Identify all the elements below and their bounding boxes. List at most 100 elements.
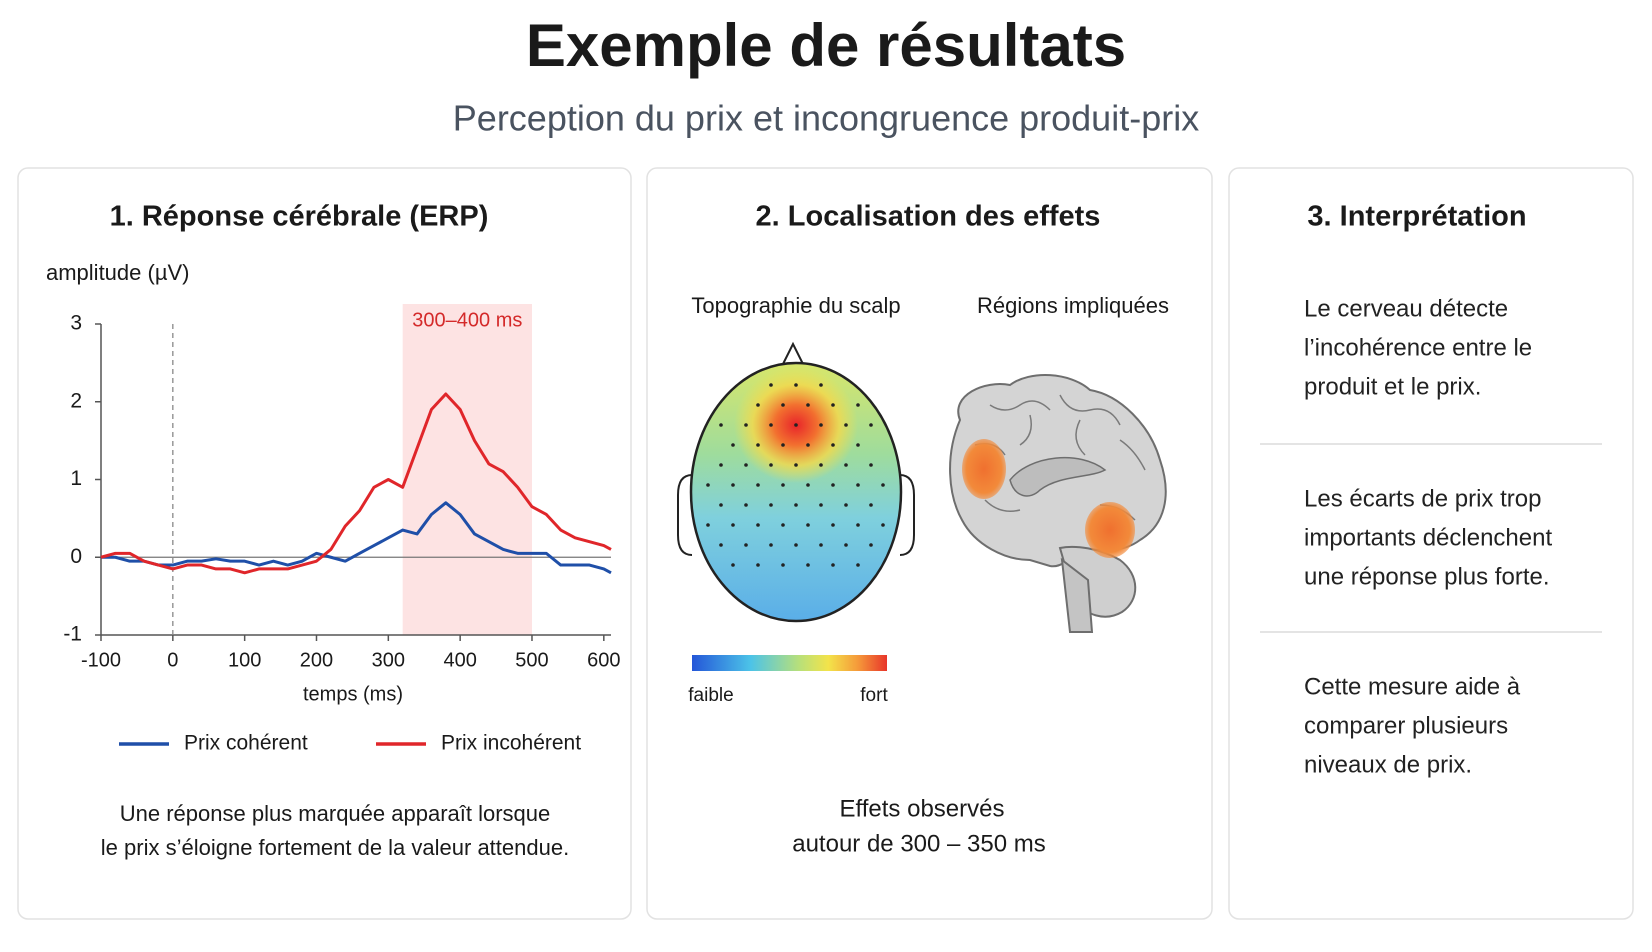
electrode [794,383,798,387]
electrode [769,463,773,467]
electrode [756,483,760,487]
y-tick-label: -1 [63,623,82,646]
color-scale [692,655,887,671]
electrode [769,503,773,507]
brain-illustration [949,374,1167,633]
interpretation-line: Les écarts de prix trop [1304,485,1541,512]
electrode [731,563,735,567]
electrode [756,523,760,527]
regions-label: Régions impliquées [977,293,1169,318]
highlight-label: 300–400 ms [412,309,522,331]
electrode [781,443,785,447]
legend-label: Prix incohérent [441,732,581,755]
electrode [819,503,823,507]
electrode [881,483,885,487]
electrode [719,463,723,467]
panel-title: 1. Réponse cérébrale (ERP) [110,201,489,233]
electrode [856,523,860,527]
electrode [769,543,773,547]
electrode [869,463,873,467]
x-tick-label: 200 [300,649,333,671]
electrode [869,423,873,427]
y-tick-label: 0 [70,545,82,568]
electrode [731,443,735,447]
electrode [819,463,823,467]
electrode [706,483,710,487]
electrode [831,523,835,527]
caption-line: le prix s’éloigne fortement de la valeur… [101,835,569,860]
electrode [806,443,810,447]
topo-label: Topographie du scalp [691,293,900,318]
electrode [881,523,885,527]
electrode [844,543,848,547]
panel-title: 2. Localisation des effets [756,201,1101,233]
electrode [856,563,860,567]
interpretation-line: une réponse plus forte. [1304,563,1550,590]
x-tick-label: 400 [443,649,476,671]
series-line [100,392,612,575]
x-tick-label: -100 [81,649,121,671]
scale-label: fort [860,685,888,706]
caption-line: Effets observés [840,795,1005,822]
electrode [731,483,735,487]
y-axis-label: amplitude (µV) [46,260,190,285]
electrode [756,443,760,447]
electrode [719,423,723,427]
electrode [819,383,823,387]
interpretation-line: importants déclenchent [1304,524,1552,551]
interpretation-line: niveaux de prix. [1304,751,1472,778]
electrode [831,563,835,567]
electrode [794,463,798,467]
electrode [856,483,860,487]
electrode [719,503,723,507]
x-axis-label: temps (ms) [303,683,403,705]
y-tick-label: 2 [70,389,82,412]
electrode [844,423,848,427]
interpretation-line: produit et le prix. [1304,373,1481,400]
electrode [831,483,835,487]
page-subtitle: Perception du prix et incongruence produ… [453,98,1199,139]
series-line [101,501,612,575]
y-tick-label: 3 [70,312,82,335]
electrode [819,423,823,427]
electrode [781,563,785,567]
electrode [831,443,835,447]
x-tick-label: 300 [372,649,405,671]
electrode [744,423,748,427]
interpretation-line: Le cerveau détecte [1304,295,1508,322]
interpretation-line: l’incohérence entre le [1304,334,1532,361]
electrode [806,483,810,487]
electrode [794,503,798,507]
panel-title: 3. Interprétation [1307,201,1526,233]
caption-line: autour de 300 – 350 ms [792,830,1046,857]
electrode [869,503,873,507]
interpretation-line: comparer plusieurs [1304,712,1508,739]
electrode [856,403,860,407]
electrode [806,403,810,407]
x-tick-label: 100 [228,649,261,671]
legend-label: Prix cohérent [184,732,308,755]
electrode [831,403,835,407]
electrode [781,403,785,407]
electrode [719,543,723,547]
scale-label: faible [688,685,733,706]
caption-line: Une réponse plus marquée apparaît lorsqu… [120,801,551,826]
electrode [806,563,810,567]
electrode [844,463,848,467]
electrode [756,563,760,567]
y-tick-label: 1 [70,467,82,490]
electrode [731,523,735,527]
electrode [706,523,710,527]
interpretation-line: Cette mesure aide à [1304,673,1521,700]
electrode [806,523,810,527]
panel-interpretation [1228,167,1634,920]
scalp-map [677,341,915,623]
x-tick-label: 0 [167,649,178,671]
electrode [744,463,748,467]
electrode [856,443,860,447]
electrode [744,543,748,547]
electrode [794,423,798,427]
electrode [769,423,773,427]
